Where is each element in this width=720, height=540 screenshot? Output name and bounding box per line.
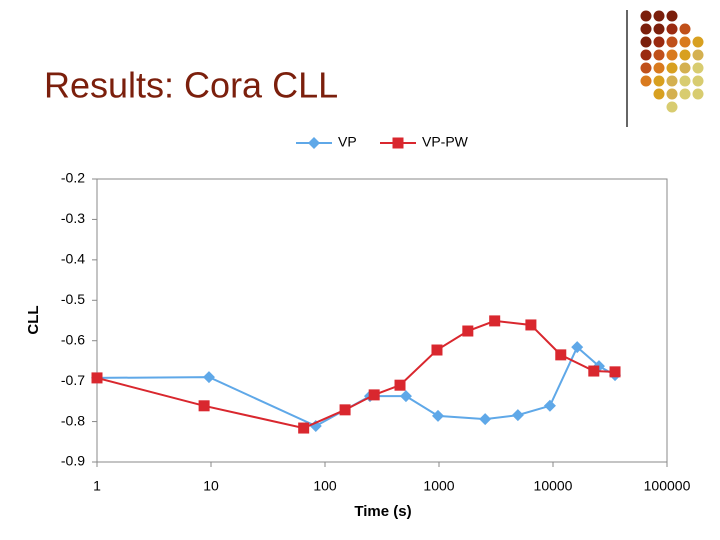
point <box>431 344 443 356</box>
point <box>91 372 103 384</box>
x-tick-label: 1 <box>93 478 101 494</box>
point <box>609 366 621 378</box>
y-tick-label: -0.5 <box>61 291 85 307</box>
point <box>479 413 492 426</box>
x-tick-label: 10000 <box>534 478 573 494</box>
point <box>462 325 474 337</box>
dot <box>679 36 691 48</box>
x-tick-label: 100000 <box>644 478 691 494</box>
dot <box>666 62 678 74</box>
x-tick-label: 100 <box>313 478 337 494</box>
point <box>431 409 444 422</box>
dot <box>640 75 652 87</box>
x-tick-label: 1000 <box>423 478 454 494</box>
dot <box>692 36 704 48</box>
dot <box>653 10 665 22</box>
y-tick-label: -0.2 <box>61 170 85 186</box>
dot-grid <box>640 10 704 113</box>
dot <box>653 75 665 87</box>
dot <box>666 49 678 61</box>
y-tick-label: -0.4 <box>61 251 85 267</box>
dot <box>640 23 652 35</box>
point <box>298 422 310 434</box>
point <box>368 389 380 401</box>
dot <box>666 88 678 100</box>
dot <box>666 101 678 113</box>
y-tick-label: -0.6 <box>61 331 85 347</box>
dot <box>666 36 678 48</box>
point <box>525 319 537 331</box>
dot <box>692 88 704 100</box>
dot <box>640 49 652 61</box>
dot <box>653 49 665 61</box>
legend-marker <box>308 137 320 149</box>
decoration <box>626 10 704 127</box>
legend-label: VP <box>338 134 357 150</box>
dot <box>653 88 665 100</box>
slide-title: Results: Cora CLL <box>44 65 338 106</box>
dot <box>653 23 665 35</box>
point <box>555 349 567 361</box>
dot <box>653 36 665 48</box>
y-tick-label: -0.7 <box>61 372 85 388</box>
x-tick-label: 10 <box>203 478 219 494</box>
y-axis-label: CLL <box>25 305 42 334</box>
series-line <box>96 345 616 428</box>
point <box>588 365 600 377</box>
dot <box>653 62 665 74</box>
point <box>339 404 351 416</box>
dot <box>679 62 691 74</box>
dot <box>679 23 691 35</box>
point <box>202 371 215 384</box>
y-tick-label: -0.8 <box>61 412 85 428</box>
dot <box>640 10 652 22</box>
legend-marker <box>392 137 404 149</box>
y-tick-label: -0.9 <box>61 453 85 469</box>
point <box>394 379 406 391</box>
point <box>571 341 584 354</box>
dot <box>640 36 652 48</box>
dot <box>692 49 704 61</box>
point <box>511 409 524 422</box>
x-axis-label: Time (s) <box>354 503 411 520</box>
dot <box>679 88 691 100</box>
point <box>489 315 501 327</box>
point <box>198 400 210 412</box>
dot <box>692 62 704 74</box>
dot <box>666 10 678 22</box>
point <box>399 390 412 403</box>
dot <box>679 49 691 61</box>
series-line <box>96 319 616 430</box>
point <box>543 399 556 412</box>
legend-label: VP-PW <box>422 134 469 150</box>
dot <box>640 62 652 74</box>
dot <box>666 23 678 35</box>
dot <box>679 75 691 87</box>
y-tick-label: -0.3 <box>61 210 85 226</box>
plot-area <box>96 178 668 463</box>
dot <box>692 75 704 87</box>
dot <box>666 75 678 87</box>
